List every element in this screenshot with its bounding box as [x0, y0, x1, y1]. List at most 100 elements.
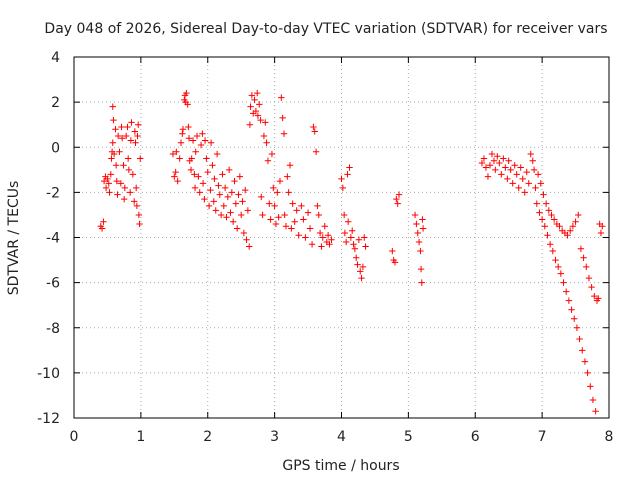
- data-point: [137, 155, 144, 162]
- data-point: [264, 157, 272, 164]
- data-point: [246, 243, 253, 250]
- data-point: [114, 191, 121, 198]
- data-point: [274, 189, 281, 196]
- data-point: [498, 171, 505, 178]
- data-point: [560, 279, 567, 286]
- data-point: [135, 211, 143, 219]
- data-point: [171, 173, 178, 180]
- data-point: [248, 92, 256, 99]
- data-point: [538, 216, 546, 223]
- data-point: [288, 225, 295, 232]
- y-tick-label: -4: [46, 231, 60, 247]
- data-point: [268, 150, 276, 158]
- data-point: [279, 114, 286, 122]
- data-point: [177, 139, 185, 146]
- data-point: [192, 148, 199, 155]
- data-point: [413, 220, 420, 228]
- data-point: [300, 216, 307, 223]
- data-point: [490, 157, 498, 164]
- data-point: [563, 288, 570, 295]
- data-point: [568, 306, 575, 313]
- data-point: [306, 225, 314, 232]
- data-point: [576, 335, 583, 343]
- data-point: [211, 175, 218, 183]
- data-point: [411, 211, 419, 219]
- data-point: [244, 207, 252, 214]
- data-point: [199, 180, 207, 187]
- data-point: [417, 265, 425, 273]
- data-point: [127, 137, 135, 144]
- data-point: [502, 164, 509, 171]
- data-point: [484, 173, 492, 180]
- data-point: [554, 263, 562, 271]
- data-point: [196, 189, 203, 196]
- data-point: [389, 247, 396, 255]
- data-point: [252, 107, 260, 115]
- data-point: [395, 191, 403, 198]
- data-point: [552, 256, 559, 264]
- data-point: [254, 89, 261, 97]
- data-point: [136, 220, 143, 228]
- data-point: [100, 218, 107, 225]
- data-point: [216, 191, 223, 198]
- data-point: [359, 263, 367, 271]
- data-point: [597, 229, 605, 237]
- data-point: [492, 166, 499, 174]
- data-point: [599, 223, 606, 230]
- data-point: [236, 173, 244, 180]
- data-point: [579, 347, 586, 354]
- data-point: [125, 166, 133, 174]
- data-point: [176, 155, 183, 162]
- y-tick-label: -6: [46, 276, 60, 292]
- data-point: [556, 223, 563, 230]
- data-point: [515, 184, 522, 192]
- data-point: [187, 166, 195, 174]
- data-point: [105, 180, 112, 187]
- grid: [74, 57, 609, 418]
- data-point: [362, 243, 369, 250]
- data-point: [494, 153, 501, 160]
- data-point: [210, 198, 217, 205]
- data-point: [275, 213, 282, 221]
- data-point: [254, 112, 262, 119]
- data-point: [513, 171, 520, 178]
- data-points: [97, 89, 606, 415]
- y-tick-label: -8: [46, 321, 60, 337]
- data-point: [573, 324, 581, 331]
- data-point: [544, 232, 551, 239]
- x-tick-label: 4: [337, 429, 346, 445]
- data-point: [505, 157, 512, 164]
- data-point: [588, 283, 595, 291]
- data-point: [575, 211, 582, 219]
- data-point: [195, 173, 202, 180]
- data-point: [173, 148, 180, 155]
- x-axis-label: GPS time / hours: [282, 458, 399, 474]
- data-point: [394, 200, 401, 207]
- data-point: [304, 209, 312, 216]
- data-point: [130, 198, 138, 205]
- data-point: [517, 164, 524, 171]
- data-point: [357, 268, 364, 275]
- data-point: [315, 211, 322, 219]
- data-point: [488, 150, 496, 158]
- data-point: [314, 202, 321, 210]
- data-point: [536, 209, 543, 216]
- data-point: [545, 207, 553, 214]
- axis-ticks: 0 1 2 3 4 5 6 7 8 -12 -10 -8 -6 -4 -2 0 2 4: [37, 50, 613, 445]
- data-point: [525, 180, 532, 187]
- data-point: [120, 195, 128, 203]
- data-point: [221, 184, 229, 192]
- data-point: [328, 236, 335, 243]
- data-point: [519, 175, 526, 183]
- data-point: [267, 216, 274, 223]
- y-axis-label: SDTVAR / TECUs: [6, 181, 22, 296]
- data-point: [569, 223, 577, 230]
- data-point: [534, 171, 542, 178]
- data-point: [355, 236, 363, 243]
- data-point: [310, 123, 317, 131]
- data-point: [509, 180, 516, 187]
- data-point: [131, 128, 139, 135]
- data-point: [215, 182, 222, 189]
- data-point: [116, 148, 123, 155]
- data-point: [121, 184, 129, 192]
